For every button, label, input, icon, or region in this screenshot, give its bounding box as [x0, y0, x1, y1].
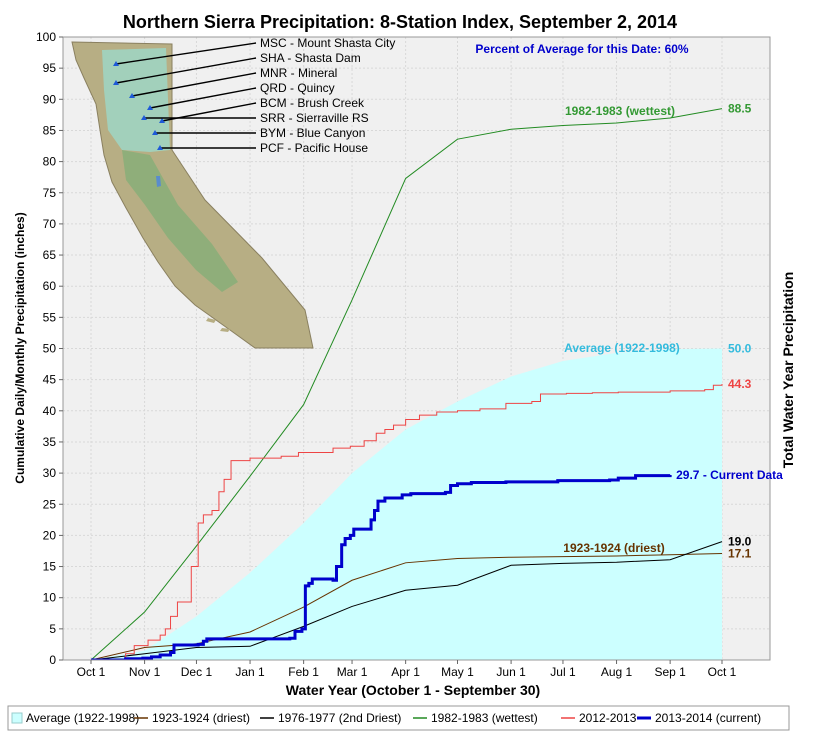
y-tick-label: 70	[43, 217, 57, 231]
y-tick-label: 75	[43, 186, 57, 200]
y-tick-label: 95	[43, 61, 57, 75]
x-tick-label: Jul 1	[550, 665, 576, 679]
y-tick-label: 45	[43, 373, 57, 387]
station-leader-line	[149, 87, 257, 109]
series-annotation: Average (1922-1998)	[564, 341, 680, 355]
legend-label: 1923-1924 (driest)	[152, 711, 250, 725]
right-axis-label: Total Water Year Precipitation	[780, 272, 796, 469]
station-marker	[157, 145, 163, 150]
station-marker	[113, 80, 119, 85]
x-tick-label: Feb 1	[288, 665, 319, 679]
station-label: BYM - Blue Canyon	[260, 126, 365, 140]
station-leader-line	[115, 57, 257, 84]
x-tick-label: Mar 1	[337, 665, 368, 679]
station-marker	[129, 93, 135, 98]
legend-label: 1976-1977 (2nd Driest)	[278, 711, 401, 725]
y-tick-label: 40	[43, 404, 57, 418]
y-tick-label: 5	[49, 622, 56, 636]
series-annotations: 50.0 Average (1922-1998) 17.1 1923-1924 (dr…	[563, 102, 783, 561]
station-leader-line	[115, 42, 257, 65]
percent-of-average: Percent of Average for this Date: 60%	[475, 42, 689, 56]
final-value-label: 44.3	[728, 377, 752, 391]
x-tick-label: Jan 1	[235, 665, 265, 679]
x-axis: Oct 1 Nov 1 Dec 1 Jan 1 Feb 1 Mar 1 Apr 1 May 1…	[77, 660, 737, 679]
legend-swatch	[11, 712, 23, 724]
y-tick-label: 0	[49, 653, 56, 667]
station-leader-line	[131, 72, 257, 97]
x-tick-label: Oct 1	[77, 665, 106, 679]
x-tick-label: Jun 1	[496, 665, 526, 679]
legend-label: 1982-1983 (wettest)	[431, 711, 538, 725]
y-axis-label: Cumulative Daily/Monthly Precipitation (…	[13, 212, 27, 483]
station-label: BCM - Brush Creek	[260, 96, 365, 110]
station-label: MSC - Mount Shasta City	[260, 36, 395, 50]
x-tick-label: May 1	[441, 665, 474, 679]
station-marker	[147, 105, 153, 110]
legend-label: Average (1922-1998)	[26, 711, 139, 725]
legend-label: 2013-2014 (current)	[655, 711, 761, 725]
station-marker	[113, 61, 119, 66]
y-tick-label: 65	[43, 248, 57, 262]
y-tick-label: 15	[43, 560, 57, 574]
sierra-region	[102, 48, 170, 152]
series-line-1982-1983-wettest-	[90, 108, 723, 660]
x-tick-label: Apr 1	[391, 665, 420, 679]
y-tick-label: 20	[43, 528, 57, 542]
series-line-2012-2013	[91, 384, 723, 660]
chart-title: Northern Sierra Precipitation: 8-Station…	[123, 12, 677, 32]
lake-tahoe	[156, 176, 161, 187]
y-tick-label: 60	[43, 279, 57, 293]
station-label: QRD - Quincy	[260, 81, 335, 95]
series-line-1976-1977-2nd-driest-	[90, 541, 723, 660]
station-marker	[152, 130, 158, 135]
y-tick-label: 10	[43, 591, 57, 605]
x-tick-label: Aug 1	[601, 665, 633, 679]
series-annotation: 1982-1983 (wettest)	[565, 104, 675, 118]
y-tick-label: 35	[43, 435, 57, 449]
final-value-label: 88.5	[728, 102, 752, 116]
x-axis-label: Water Year (October 1 - September 30)	[286, 682, 540, 698]
x-tick-label: Sep 1	[654, 665, 686, 679]
y-tick-label: 100	[36, 30, 56, 44]
x-tick-label: Dec 1	[181, 665, 213, 679]
series-layer	[90, 108, 723, 660]
y-tick-label: 55	[43, 310, 57, 324]
y-tick-label: 80	[43, 155, 57, 169]
legend-items: Average (1922-1998) 1923-1924 (driest) 197…	[11, 711, 761, 725]
y-tick-label: 50	[43, 342, 57, 356]
final-value-label: 17.1	[728, 546, 752, 560]
y-tick-label: 85	[43, 123, 57, 137]
x-tick-label: Oct 1	[708, 665, 737, 679]
y-axis: 0 5 10 15 20 25 30 35 40 45 50 55 60 65 70 75 80 85 90 95 10…	[36, 30, 63, 667]
series-area-average	[91, 348, 722, 660]
x-tick-label: Nov 1	[129, 665, 161, 679]
final-value-label: 19.0	[728, 535, 752, 549]
final-value-label: 29.7 - Current Data	[676, 468, 783, 482]
y-tick-label: 90	[43, 92, 57, 106]
y-tick-label: 30	[43, 466, 57, 480]
y-tick-label: 25	[43, 497, 57, 511]
station-label: SRR - Sierraville RS	[260, 111, 369, 125]
station-marker	[159, 118, 165, 123]
central-valley	[122, 150, 238, 292]
station-label: PCF - Pacific House	[260, 141, 368, 155]
station-label: MNR - Mineral	[260, 66, 337, 80]
series-annotation: 1923-1924 (driest)	[563, 541, 664, 555]
legend-label: 2012-2013	[579, 711, 637, 725]
legend: Average (1922-1998) 1923-1924 (driest) 197…	[7, 705, 790, 731]
channel-islands	[206, 318, 230, 332]
final-value-label: 50.0	[728, 342, 752, 356]
grid-lines	[63, 36, 770, 661]
series-line-2013-2014-current-	[91, 474, 672, 660]
station-label: SHA - Shasta Dam	[260, 51, 361, 65]
station-marker	[141, 115, 147, 120]
